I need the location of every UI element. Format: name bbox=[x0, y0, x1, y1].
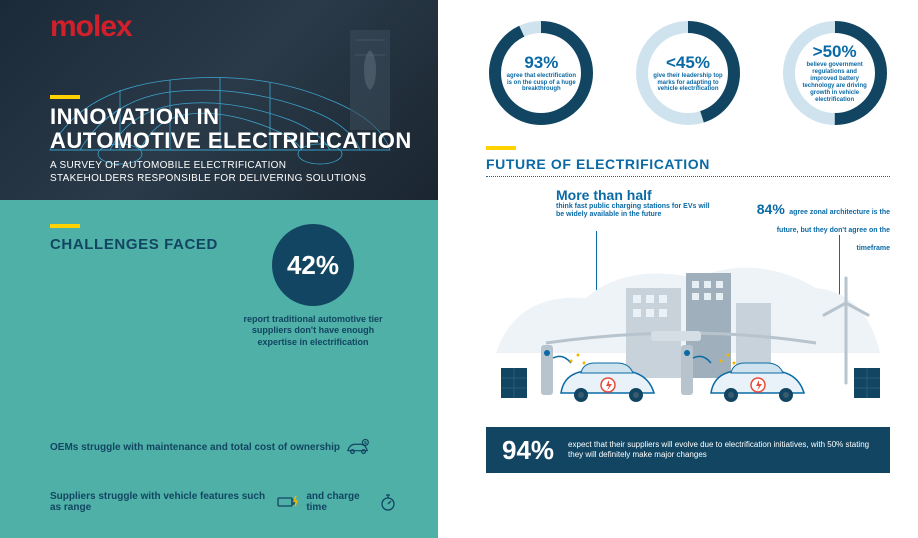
accent-bar bbox=[486, 146, 516, 150]
accent-bar bbox=[50, 95, 80, 99]
callout-more-than-half: More than half think fast public chargin… bbox=[556, 187, 716, 220]
challenge-row: OEMs struggle with maintenance and total… bbox=[50, 435, 398, 459]
hero-text-block: INNOVATION IN AUTOMOTIVE ELECTRIFICATION… bbox=[50, 95, 412, 185]
challenge-text: OEMs struggle with maintenance and total… bbox=[50, 442, 340, 453]
donut-row: 93% agree that electrification is on the… bbox=[458, 0, 918, 136]
callout-big: More than half bbox=[556, 187, 716, 203]
stat-circle-text: report traditional automotive tier suppl… bbox=[243, 314, 383, 348]
bottom-pct: 94% bbox=[502, 435, 554, 466]
hero-title: INNOVATION IN AUTOMOTIVE ELECTRIFICATION bbox=[50, 105, 412, 153]
battery-bolt-icon bbox=[276, 490, 300, 514]
donut-text: believe government regulations and impro… bbox=[798, 62, 872, 103]
hero-subtitle: A SURVEY OF AUTOMOBILE ELECTRIFICATION S… bbox=[50, 159, 412, 185]
section-header: FUTURE OF ELECTRIFICATION bbox=[486, 146, 890, 177]
donut-stat: <45% give their leadership top marks for… bbox=[618, 18, 758, 128]
challenges-main-stat: 42% report traditional automotive tier s… bbox=[243, 224, 383, 348]
challenge-text: Suppliers struggle with vehicle features… bbox=[50, 491, 270, 513]
donut-value: 93% bbox=[524, 53, 558, 73]
future-title: FUTURE OF ELECTRIFICATION bbox=[486, 156, 890, 177]
car-money-icon: $ bbox=[346, 435, 370, 459]
challenge-row: Suppliers struggle with vehicle features… bbox=[50, 490, 398, 514]
city-ev-illustration bbox=[486, 233, 890, 433]
donut-value: >50% bbox=[813, 42, 857, 62]
future-scene: More than half think fast public chargin… bbox=[486, 183, 890, 473]
donut-value: <45% bbox=[666, 53, 710, 73]
accent-bar bbox=[50, 224, 80, 228]
challenges-panel: CHALLENGES FACED 42% report traditional … bbox=[0, 200, 438, 538]
callout-big: 84% bbox=[757, 201, 785, 217]
donut-text: agree that electrification is on the cus… bbox=[504, 73, 578, 94]
donut-stat: 93% agree that electrification is on the… bbox=[471, 18, 611, 128]
bottom-stat-band: 94% expect that their suppliers will evo… bbox=[486, 427, 890, 473]
left-panel: molex INNOVATION IN AUTOMOTIVE ELECTRIFI… bbox=[0, 0, 438, 538]
hero-title-line1: INNOVATION IN bbox=[50, 104, 219, 129]
hero-title-line2: AUTOMOTIVE ELECTRIFICATION bbox=[50, 128, 412, 153]
hero-subtitle-line1: A SURVEY OF AUTOMOBILE ELECTRIFICATION bbox=[50, 160, 286, 171]
brand-logo: molex bbox=[50, 10, 132, 44]
hero-subtitle-line2: STAKEHOLDERS RESPONSIBLE FOR DELIVERING … bbox=[50, 173, 366, 184]
bottom-text: expect that their suppliers will evolve … bbox=[568, 440, 874, 460]
stopwatch-icon bbox=[378, 490, 398, 514]
donut-text: give their leadership top marks for adap… bbox=[651, 73, 725, 94]
callout-small: think fast public charging stations for … bbox=[556, 203, 716, 220]
challenge-text: and charge time bbox=[306, 491, 371, 513]
right-panel: 93% agree that electrification is on the… bbox=[458, 0, 918, 538]
stat-circle: 42% bbox=[272, 224, 354, 306]
svg-text:$: $ bbox=[364, 440, 367, 445]
hero-banner: molex INNOVATION IN AUTOMOTIVE ELECTRIFI… bbox=[0, 0, 438, 200]
donut-stat: >50% believe government regulations and … bbox=[765, 18, 905, 128]
